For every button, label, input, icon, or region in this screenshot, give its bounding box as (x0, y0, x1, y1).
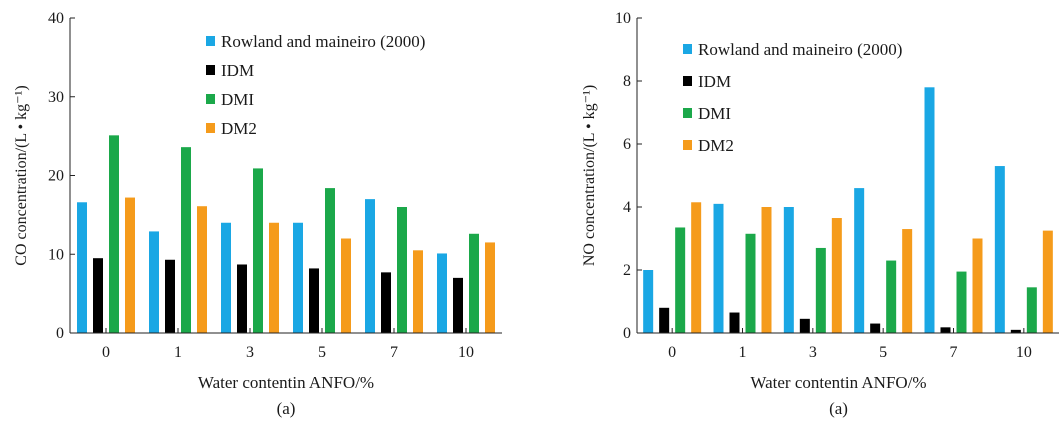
legend-swatch (683, 44, 692, 54)
legend-label: DMI (221, 90, 254, 109)
x-tick-label: 7 (950, 344, 958, 361)
bar-rowland-and-maineiro-2000-7 (924, 87, 935, 333)
x-tick-label: 1 (739, 344, 747, 361)
legend-swatch (206, 94, 215, 104)
bar-dmi-5 (886, 260, 897, 333)
y-tick-label: 10 (615, 10, 631, 27)
bar-dm2-7 (413, 250, 423, 333)
legend-label: IDM (698, 72, 731, 91)
bar-dm2-3 (269, 222, 279, 333)
y-axis-label: NO concentration/(L • kg⁻¹) (581, 85, 598, 266)
bar-idm-0 (93, 258, 103, 333)
legend-swatch (683, 76, 692, 86)
bar-rowland-and-maineiro-2000-1 (149, 231, 159, 333)
x-tick-label: 5 (879, 344, 887, 361)
x-axis-label: Water contentin ANFO/% (198, 373, 374, 392)
bar-dm2-0 (691, 202, 702, 333)
y-tick-label: 40 (48, 10, 64, 27)
bar-dmi-5 (325, 188, 335, 333)
y-tick-label: 0 (56, 325, 64, 342)
bar-dm2-3 (831, 218, 842, 333)
bar-rowland-and-maineiro-2000-1 (713, 203, 724, 333)
y-tick-label: 0 (623, 325, 631, 342)
legend-swatch (683, 108, 692, 118)
y-tick-label: 2 (623, 262, 631, 279)
x-tick-label: 0 (102, 344, 110, 361)
panel-label: (a) (277, 399, 296, 418)
bar-rowland-and-maineiro-2000-7 (365, 199, 375, 333)
y-tick-label: 30 (48, 89, 64, 106)
bar-dmi-10 (469, 233, 479, 333)
x-tick-label: 3 (809, 344, 817, 361)
panel-label: (a) (829, 399, 848, 418)
bar-dm2-5 (902, 229, 913, 333)
y-tick-label: 20 (48, 168, 64, 185)
bar-idm-7 (381, 272, 391, 333)
legend-swatch (683, 140, 692, 150)
bar-dm2-10 (485, 242, 495, 333)
x-tick-label: 5 (318, 344, 326, 361)
bar-dmi-3 (253, 168, 263, 333)
bar-idm-10 (1010, 329, 1021, 333)
bar-idm-1 (165, 259, 175, 333)
bar-idm-1 (729, 312, 740, 333)
bar-idm-3 (799, 318, 810, 333)
bar-rowland-and-maineiro-2000-10 (437, 253, 447, 333)
bar-dm2-1 (761, 207, 772, 333)
bar-idm-0 (659, 307, 670, 333)
y-tick-label: 10 (48, 246, 64, 263)
legend-label: DMI (698, 104, 731, 123)
y-tick-label: 4 (623, 199, 631, 216)
chart-panel-1: 0 10 20 30 40 0 1 3 5 7 10 Water contentin ANFO/% (a… (13, 10, 502, 418)
x-tick-label: 10 (1016, 344, 1032, 361)
legend-swatch (206, 123, 215, 133)
bar-rowland-and-maineiro-2000-0 (643, 270, 654, 333)
bar-rowland-and-maineiro-2000-0 (77, 202, 87, 333)
bar-dm2-5 (341, 238, 351, 333)
bar-dm2-1 (197, 206, 207, 333)
x-tick-label: 10 (458, 344, 474, 361)
x-tick-label: 7 (390, 344, 398, 361)
legend-label: DM2 (698, 136, 734, 155)
bar-dmi-0 (109, 135, 119, 333)
bar-dmi-1 (181, 147, 191, 333)
legend-label: Rowland and maineiro (2000) (698, 40, 902, 59)
bar-dm2-10 (1042, 230, 1053, 333)
bar-idm-7 (940, 327, 951, 333)
bar-rowland-and-maineiro-2000-3 (783, 207, 794, 333)
legend-label: Rowland and maineiro (2000) (221, 32, 425, 51)
x-tick-label: 1 (174, 344, 182, 361)
bar-dm2-0 (125, 197, 135, 333)
bar-dmi-7 (956, 271, 967, 333)
x-tick-label: 0 (668, 344, 676, 361)
y-tick-label: 6 (623, 136, 631, 153)
chart-panel-2: 0 2 4 6 8 10 0 1 3 5 7 10 Water contentin ANFO/% (a) N… (581, 10, 1059, 418)
bar-rowland-and-maineiro-2000-3 (221, 222, 231, 333)
x-tick-label: 3 (246, 344, 254, 361)
bar-dm2-7 (972, 238, 983, 333)
bar-rowland-and-maineiro-2000-10 (994, 166, 1005, 333)
bar-idm-5 (870, 323, 881, 333)
bar-dmi-7 (397, 207, 407, 333)
x-axis-label: Water contentin ANFO/% (750, 373, 926, 392)
bar-dmi-0 (675, 227, 686, 333)
y-axis-label: CO concentration/(L • kg⁻¹) (13, 85, 30, 265)
bar-dmi-10 (1026, 287, 1037, 333)
bar-dmi-1 (745, 233, 756, 333)
legend-swatch (206, 65, 215, 75)
bar-idm-5 (309, 268, 319, 333)
bar-rowland-and-maineiro-2000-5 (293, 222, 303, 333)
legend-label: IDM (221, 61, 254, 80)
legend: Rowland and maineiro (2000) IDM DMI DM2 (206, 32, 425, 138)
bar-rowland-and-maineiro-2000-5 (854, 188, 865, 333)
legend: Rowland and maineiro (2000) IDM DMI DM2 (683, 40, 902, 155)
bar-idm-3 (237, 264, 247, 333)
bar-idm-10 (453, 277, 463, 333)
y-tick-label: 8 (623, 73, 631, 90)
legend-label: DM2 (221, 119, 257, 138)
legend-swatch (206, 36, 215, 46)
bar-dmi-3 (815, 247, 826, 333)
